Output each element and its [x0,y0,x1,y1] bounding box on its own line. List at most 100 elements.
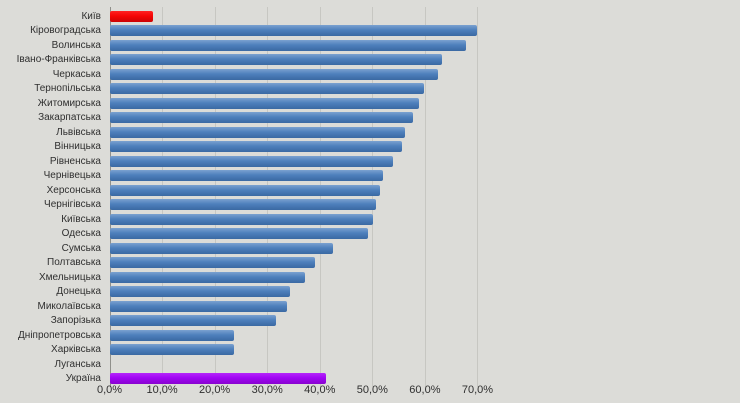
bar-track [105,271,740,283]
bar [110,242,334,254]
category-label: Хмельницька [38,271,101,283]
category-label: Кіровоградська [30,25,101,37]
category-label: Чернівецька [43,170,101,182]
bar [110,112,413,124]
bar-track [105,155,740,167]
bar-track [105,83,740,95]
bar-track [105,112,740,124]
chart-row: Закарпатська [0,111,740,126]
gridline [424,7,426,387]
bar-track [105,257,740,269]
bar [110,25,477,37]
chart-row: Львівська [0,125,740,140]
gridline [214,7,216,387]
chart-row: Миколаївська [0,299,740,314]
bar [110,344,234,356]
category-label: Україна [65,373,101,385]
x-tick-label: 60,0% [409,384,441,396]
chart-row: Україна [0,372,740,387]
bar [110,155,394,167]
bar-track [105,184,740,196]
bar [110,286,291,298]
bar [110,257,315,269]
bar [110,373,326,385]
chart-row: Київська [0,212,740,227]
category-label: Сумська [61,242,101,254]
bar [110,10,153,22]
chart-row: Хмельницька [0,270,740,285]
chart-row: Волинська [0,38,740,53]
category-label: Житомирська [37,97,101,109]
chart-row: Черкаська [0,67,740,82]
x-axis: 0,0% 10,0% 20,0% 30,0% 40,0% 50,0% 60,0% 70,0% [0,384,740,400]
chart-row: Рівненська [0,154,740,169]
bar [110,184,381,196]
chart-row: Вінницька [0,140,740,155]
category-label: Херсонська [46,184,101,196]
gridline [319,7,321,387]
bar-track [105,97,740,109]
bar-track [105,25,740,37]
category-label: Волинська [51,39,101,51]
bar [110,170,384,182]
bar [110,39,467,51]
category-label: Львівська [56,126,101,138]
bar-track [105,213,740,225]
category-label: Миколаївська [37,300,102,312]
category-label: Івано-Франківська [16,54,101,66]
bar [110,228,368,240]
category-label: Тернопільська [34,83,101,95]
chart-row: Дніпропетровська [0,328,740,343]
x-tick-label: 10,0% [146,384,178,396]
chart-row: Кіровоградська [0,24,740,39]
x-tick-label: 0,0% [96,384,123,396]
bar [110,141,403,153]
bar-track [105,228,740,240]
category-label: Дніпропетровська [18,329,101,341]
bar-track [105,344,740,356]
bar-track [105,315,740,327]
bar-track [105,10,740,22]
bar [110,300,288,312]
bar-track [105,373,740,385]
category-label: Закарпатська [38,112,101,124]
chart-row: Чернівецька [0,169,740,184]
x-tick-label: 40,0% [304,384,336,396]
axis-line [109,7,111,387]
x-tick-label: 20,0% [199,384,231,396]
chart-row: Житомирська [0,96,740,111]
gridline [477,7,479,387]
bar [110,271,305,283]
chart-row: Полтавська [0,256,740,271]
category-label: Черкаська [52,68,101,80]
bar [110,68,438,80]
category-label: Донецька [56,286,101,298]
bar-track [105,300,740,312]
category-label: Київ [81,10,101,22]
bar [110,97,419,109]
chart-row: Донецька [0,285,740,300]
category-label: Чернігівська [44,199,101,211]
bar-track [105,68,740,80]
bar-track [105,126,740,138]
chart-row: Сумська [0,241,740,256]
category-label: Полтавська [47,257,101,269]
bar-track [105,141,740,153]
bar [110,199,376,211]
bar-track [105,286,740,298]
bar-track [105,170,740,182]
bar [110,315,276,327]
x-tick-label: 70,0% [461,384,494,396]
chart-row: Запорізька [0,314,740,329]
gridline [162,7,164,387]
chart-rows: Київ Кіровоградська Волинська Івано-Франків… [0,9,740,386]
bar [110,83,425,95]
chart-row: Чернігівська [0,198,740,213]
x-tick-label: 30,0% [251,384,283,396]
bar [110,213,373,225]
category-label: Харківська [51,344,101,356]
gridline [267,7,269,387]
bar-track [105,39,740,51]
chart-row: Одеська [0,227,740,242]
